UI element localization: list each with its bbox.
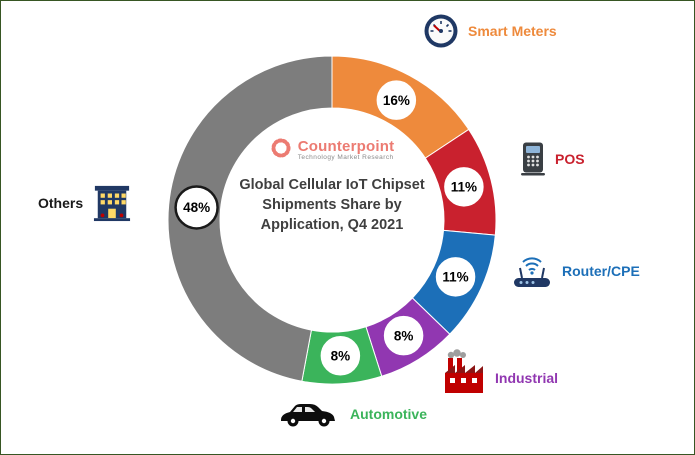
pct-label: 48%	[183, 200, 210, 215]
legend-automotive: Automotive	[277, 400, 427, 428]
chart-title: Global Cellular IoT Chipset Shipments Sh…	[202, 175, 462, 235]
building-icon	[92, 184, 132, 222]
pos-terminal-icon	[520, 142, 546, 176]
legend-label-smart-meters: Smart Meters	[468, 23, 557, 39]
counterpoint-logo-icon	[270, 137, 292, 164]
router-icon	[511, 253, 553, 289]
legend-industrial: Industrial	[442, 349, 558, 395]
legend-label-router-cpe: Router/CPE	[562, 263, 640, 279]
pct-badge-others	[174, 185, 219, 230]
pct-label: 11%	[442, 270, 468, 285]
pct-label: 8%	[394, 328, 414, 343]
counterpoint-logo: Counterpoint Technology Market Research	[202, 137, 462, 164]
legend-pos: POS	[520, 142, 585, 176]
pct-badge-smart-meters	[374, 77, 419, 123]
legend-label-industrial: Industrial	[495, 370, 559, 386]
chart-center: Counterpoint Technology Market Research …	[202, 137, 462, 235]
pct-badge-router-cpe	[433, 254, 478, 300]
donut-segment-others	[167, 55, 333, 382]
chart-title-line: Shipments Share by	[262, 197, 402, 213]
pct-badge-industrial	[381, 313, 426, 358]
pct-label: 16%	[383, 93, 410, 108]
logo-tagline: Technology Market Research	[297, 154, 394, 162]
legend-label-pos: POS	[555, 151, 585, 167]
legend-label-others: Others	[38, 195, 84, 211]
chart-title-line: Global Cellular IoT Chipset	[239, 177, 425, 193]
logo-name: Counterpoint	[297, 137, 395, 155]
legend-router-cpe: Router/CPE	[511, 253, 640, 289]
pct-label: 11%	[451, 180, 477, 195]
car-icon	[277, 400, 341, 428]
factory-icon	[442, 349, 486, 395]
chart-title-line: Application, Q4 2021	[260, 217, 404, 233]
legend-others: Others	[38, 184, 132, 222]
pct-badge-pos	[441, 164, 487, 210]
pct-badge-automotive	[318, 333, 363, 378]
legend-smart-meters: Smart Meters	[423, 13, 557, 49]
pct-label: 8%	[331, 348, 351, 363]
gauge-icon	[423, 13, 459, 49]
legend-label-automotive: Automotive	[350, 406, 427, 422]
